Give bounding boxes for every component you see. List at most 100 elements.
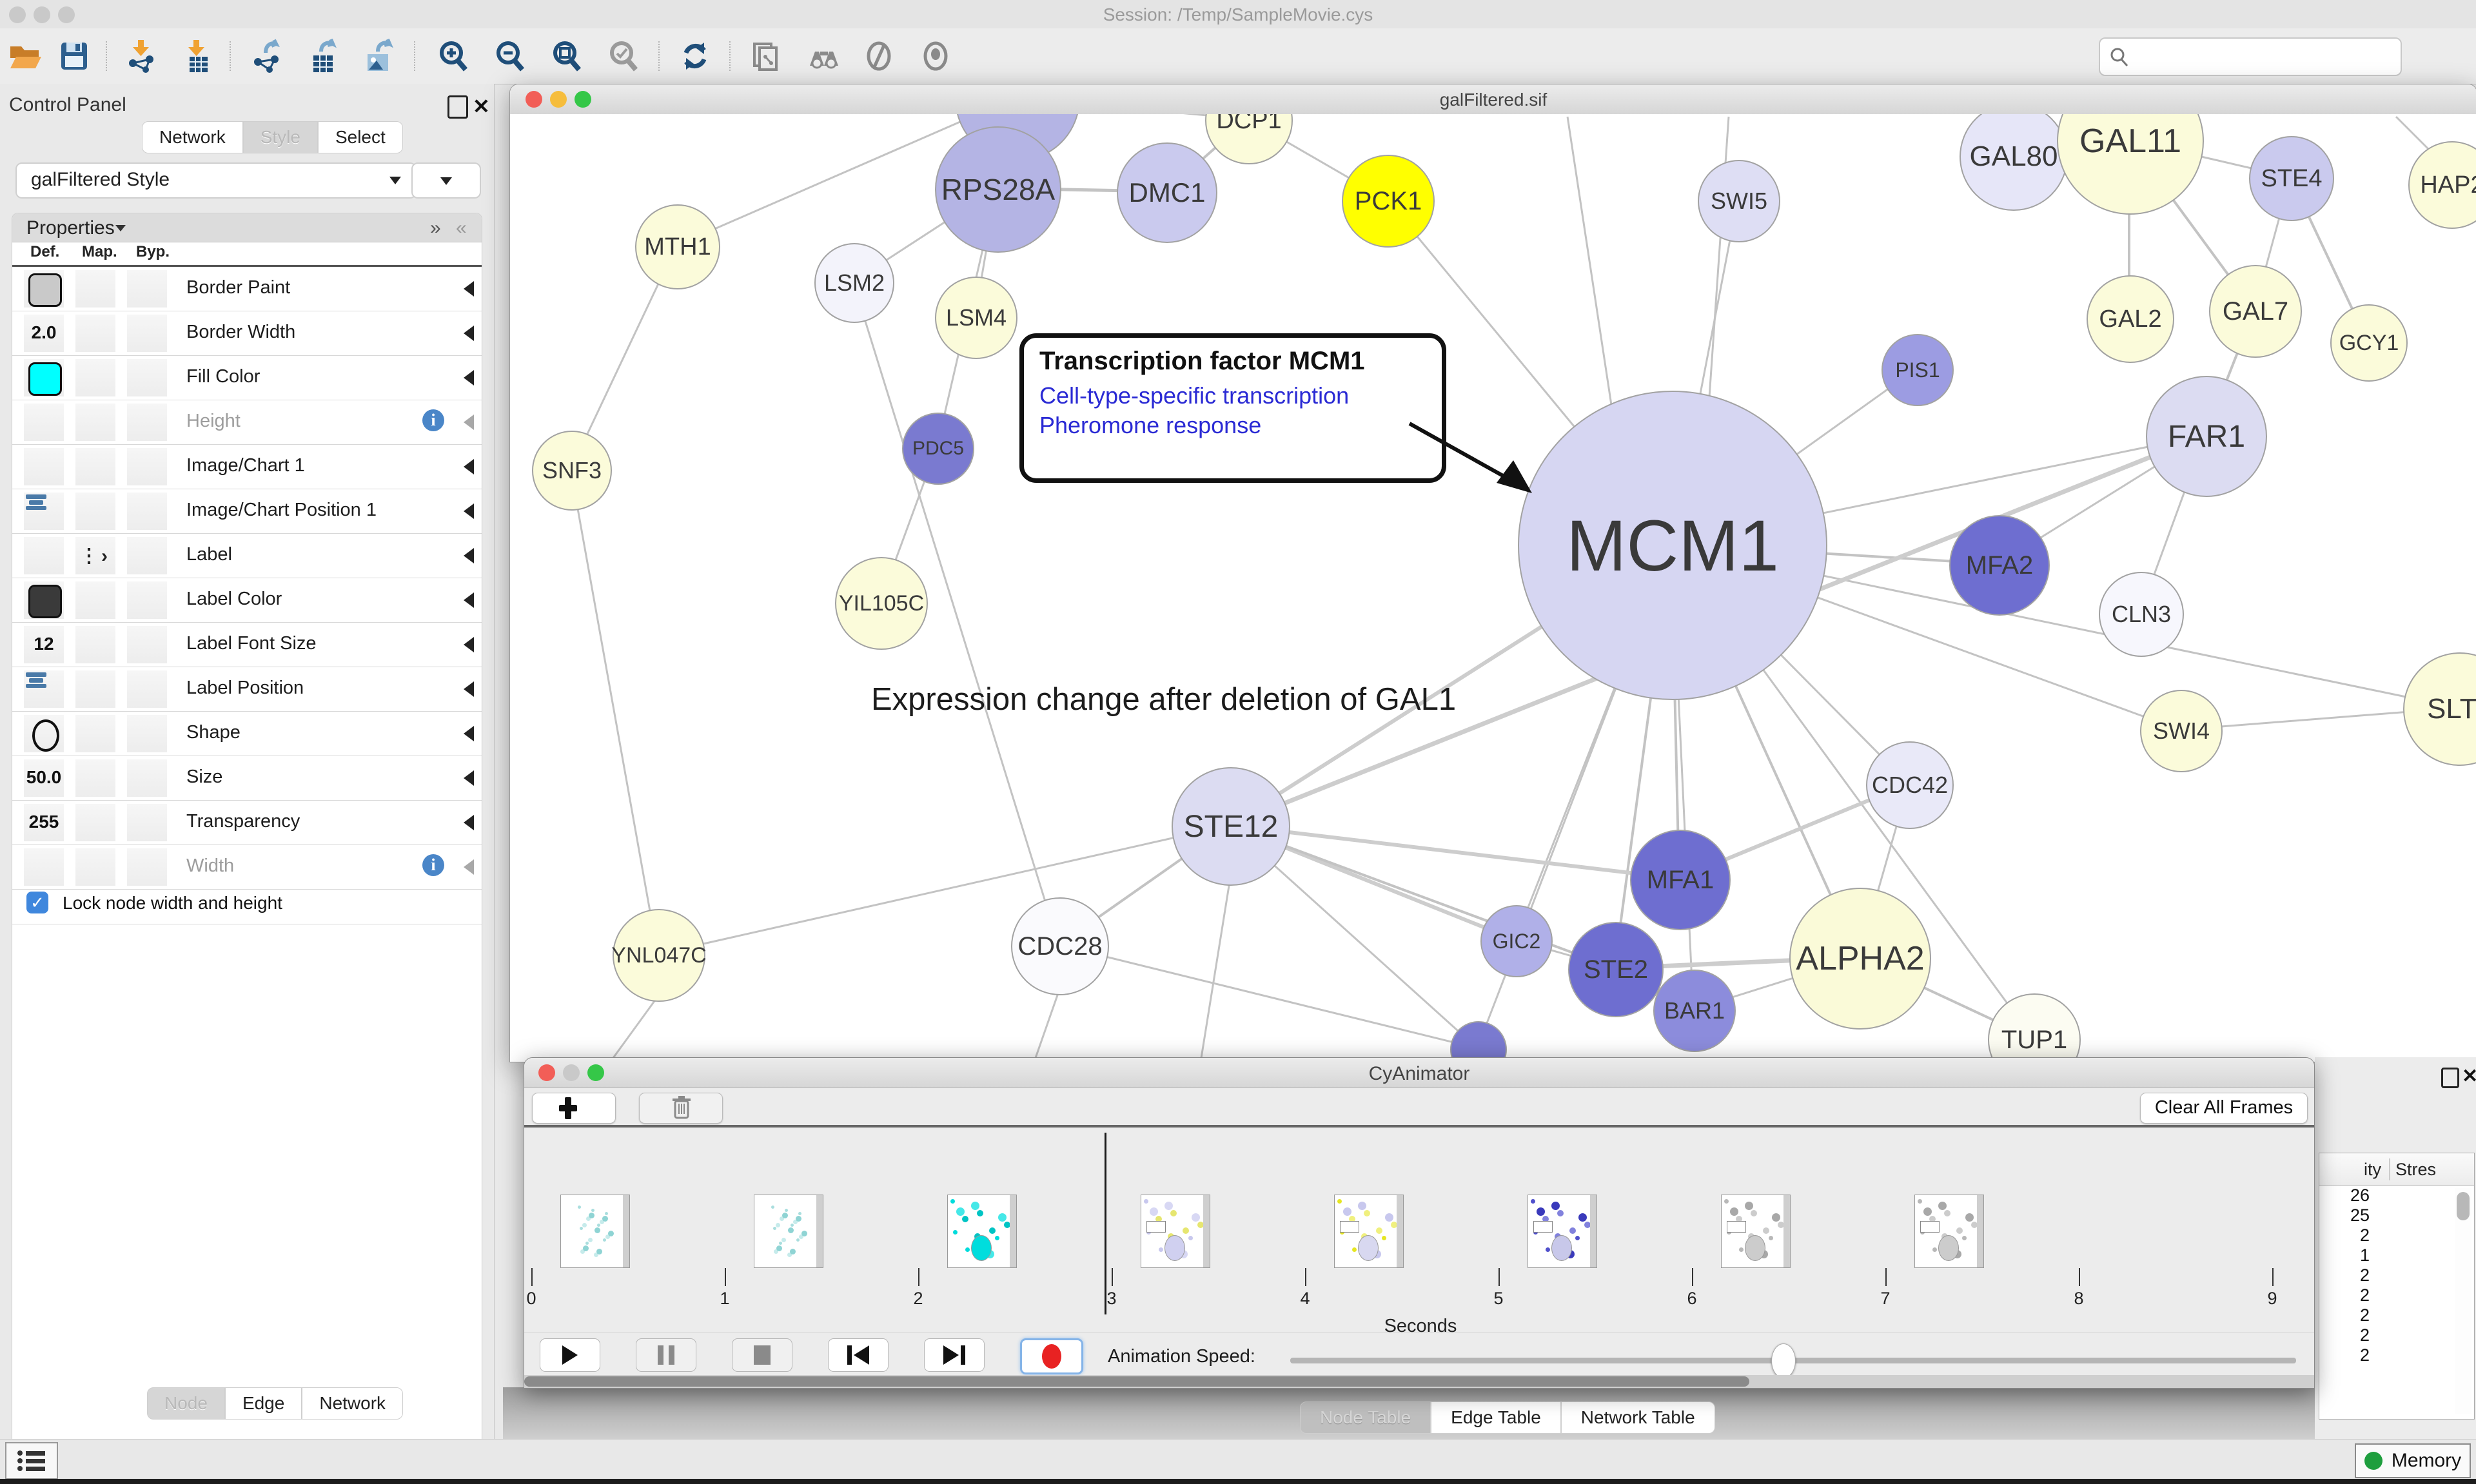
add-frame-button[interactable] <box>532 1093 616 1124</box>
annotation-callout[interactable]: Transcription factor MCM1 Cell-type-spec… <box>1019 333 1446 483</box>
expand-arrow-icon[interactable] <box>464 637 474 652</box>
network-node-cln3[interactable]: CLN3 <box>2099 572 2184 657</box>
default-cell[interactable]: 12 <box>24 626 64 663</box>
network-node-yil105c[interactable]: YIL105C <box>835 557 928 650</box>
style-select-dropdown[interactable]: galFiltered Style <box>15 162 417 199</box>
tab-network-table[interactable]: Network Table <box>1561 1401 1715 1434</box>
network-window-titlebar[interactable]: galFiltered.sif <box>510 84 2476 115</box>
skip-to-start-button[interactable] <box>828 1338 889 1372</box>
mapping-cell[interactable]: ⋮› <box>75 537 115 574</box>
bypass-cell[interactable] <box>127 804 167 841</box>
frame-thumbnail-2[interactable] <box>754 1195 823 1268</box>
mapping-cell[interactable] <box>75 804 115 841</box>
info-icon[interactable]: i <box>422 854 444 876</box>
mapping-cell[interactable] <box>75 404 115 441</box>
column-divider[interactable] <box>2389 1158 2390 1180</box>
bypass-cell[interactable] <box>127 759 167 797</box>
property-row-label-position[interactable]: Label Position <box>12 667 482 712</box>
mapping-cell[interactable] <box>75 626 115 663</box>
annotation-link-2[interactable]: Pheromone response <box>1039 412 1426 439</box>
default-cell[interactable] <box>24 670 64 708</box>
frame-thumbnail-3[interactable] <box>947 1195 1017 1268</box>
save-session-icon[interactable] <box>57 39 92 73</box>
table-row[interactable]: 2 <box>2319 1325 2452 1345</box>
timeline-playhead[interactable] <box>1105 1133 1106 1314</box>
mapping-cell[interactable] <box>75 715 115 752</box>
default-cell[interactable]: 2.0 <box>24 315 64 352</box>
show-details-icon[interactable] <box>918 39 953 73</box>
network-node-lsm2[interactable]: LSM2 <box>814 243 894 323</box>
network-node-cdc42[interactable]: CDC42 <box>1866 741 1954 829</box>
network-node-snf3[interactable]: SNF3 <box>532 431 612 511</box>
timeline[interactable]: 0123456789 Seconds <box>524 1128 2314 1333</box>
network-node-mth1[interactable]: MTH1 <box>635 204 720 289</box>
clear-all-frames-button[interactable]: Clear All Frames <box>2140 1093 2308 1124</box>
default-cell[interactable] <box>24 448 64 485</box>
import-network-icon[interactable] <box>124 39 159 73</box>
property-row-border-paint[interactable]: Border Paint <box>12 267 482 311</box>
tab-edge[interactable]: Edge <box>225 1387 302 1420</box>
network-caption-text[interactable]: Expression change after deletion of GAL1 <box>871 681 1456 718</box>
table-row[interactable]: 1 <box>2319 1245 2452 1265</box>
table-row[interactable]: 2 <box>2319 1225 2452 1245</box>
table-row[interactable]: 2 <box>2319 1285 2452 1305</box>
table-column-stress[interactable]: Stres <box>2395 1160 2451 1180</box>
network-node-bar1[interactable]: BAR1 <box>1653 970 1736 1052</box>
network-node-ste4[interactable]: STE4 <box>2249 136 2334 221</box>
property-row-border-width[interactable]: 2.0Border Width <box>12 311 482 356</box>
mapping-cell[interactable] <box>75 848 115 886</box>
export-image-icon[interactable] <box>361 39 396 73</box>
zoom-out-icon[interactable] <box>493 39 527 73</box>
mapping-cell[interactable] <box>75 448 115 485</box>
table-scrollbar[interactable] <box>2455 1188 2471 1414</box>
property-row-size[interactable]: 50.0Size <box>12 756 482 801</box>
mapping-cell[interactable] <box>75 270 115 308</box>
network-node-dmc1[interactable]: DMC1 <box>1117 142 1217 243</box>
tab-style[interactable]: Style <box>243 121 318 153</box>
expand-all-icon[interactable]: » <box>430 217 441 239</box>
network-node-gal2[interactable]: GAL2 <box>2087 275 2174 363</box>
tab-network[interactable]: Network <box>302 1387 403 1420</box>
tab-edge-table[interactable]: Edge Table <box>1431 1401 1561 1434</box>
default-cell[interactable] <box>24 581 64 619</box>
record-button[interactable] <box>1020 1338 1083 1374</box>
frame-thumbnail-7[interactable] <box>1721 1195 1791 1268</box>
default-cell[interactable] <box>24 715 64 752</box>
property-row-label-color[interactable]: Label Color <box>12 578 482 623</box>
info-icon[interactable]: i <box>422 409 444 431</box>
search-input[interactable] <box>2099 37 2402 76</box>
default-cell[interactable] <box>24 359 64 396</box>
network-node-swi4[interactable]: SWI4 <box>2140 690 2223 772</box>
lock-size-row[interactable]: ✓ Lock node width and height <box>12 883 482 924</box>
default-cell[interactable] <box>24 404 64 441</box>
default-cell[interactable] <box>24 848 64 886</box>
network-node-pis1[interactable]: PIS1 <box>1882 334 1954 406</box>
expand-arrow-icon[interactable] <box>464 370 474 386</box>
table-row[interactable]: 25 <box>2319 1206 2452 1225</box>
export-network-icon[interactable] <box>250 39 285 73</box>
frame-thumbnail-1[interactable] <box>560 1195 630 1268</box>
network-node-mcm1[interactable]: MCM1 <box>1518 391 1827 700</box>
skip-to-end-button[interactable] <box>924 1338 985 1372</box>
scrollbar-thumb[interactable] <box>524 1376 1749 1387</box>
default-cell[interactable] <box>24 537 64 574</box>
expand-arrow-icon[interactable] <box>464 459 474 474</box>
expand-arrow-icon[interactable] <box>464 281 474 297</box>
table-row[interactable]: 26 <box>2319 1186 2452 1206</box>
bypass-cell[interactable] <box>127 270 167 308</box>
property-row-label-font-size[interactable]: 12Label Font Size <box>12 623 482 667</box>
expand-arrow-icon[interactable] <box>464 548 474 563</box>
expand-arrow-icon[interactable] <box>464 726 474 741</box>
network-node-mfa2[interactable]: MFA2 <box>1949 515 2050 616</box>
property-row-label[interactable]: ⋮›Label <box>12 534 482 578</box>
bypass-cell[interactable] <box>127 626 167 663</box>
tab-network[interactable]: Network <box>142 121 243 153</box>
network-node-cdc28[interactable]: CDC28 <box>1011 897 1109 995</box>
tab-node[interactable]: Node <box>147 1387 225 1420</box>
network-node-rps28a[interactable]: RPS28A <box>935 126 1061 253</box>
collapse-all-icon[interactable]: « <box>456 217 467 239</box>
mapping-cell[interactable] <box>75 493 115 530</box>
expand-arrow-icon[interactable] <box>464 859 474 875</box>
delete-frame-button[interactable] <box>639 1093 723 1124</box>
default-cell[interactable]: 255 <box>24 804 64 841</box>
